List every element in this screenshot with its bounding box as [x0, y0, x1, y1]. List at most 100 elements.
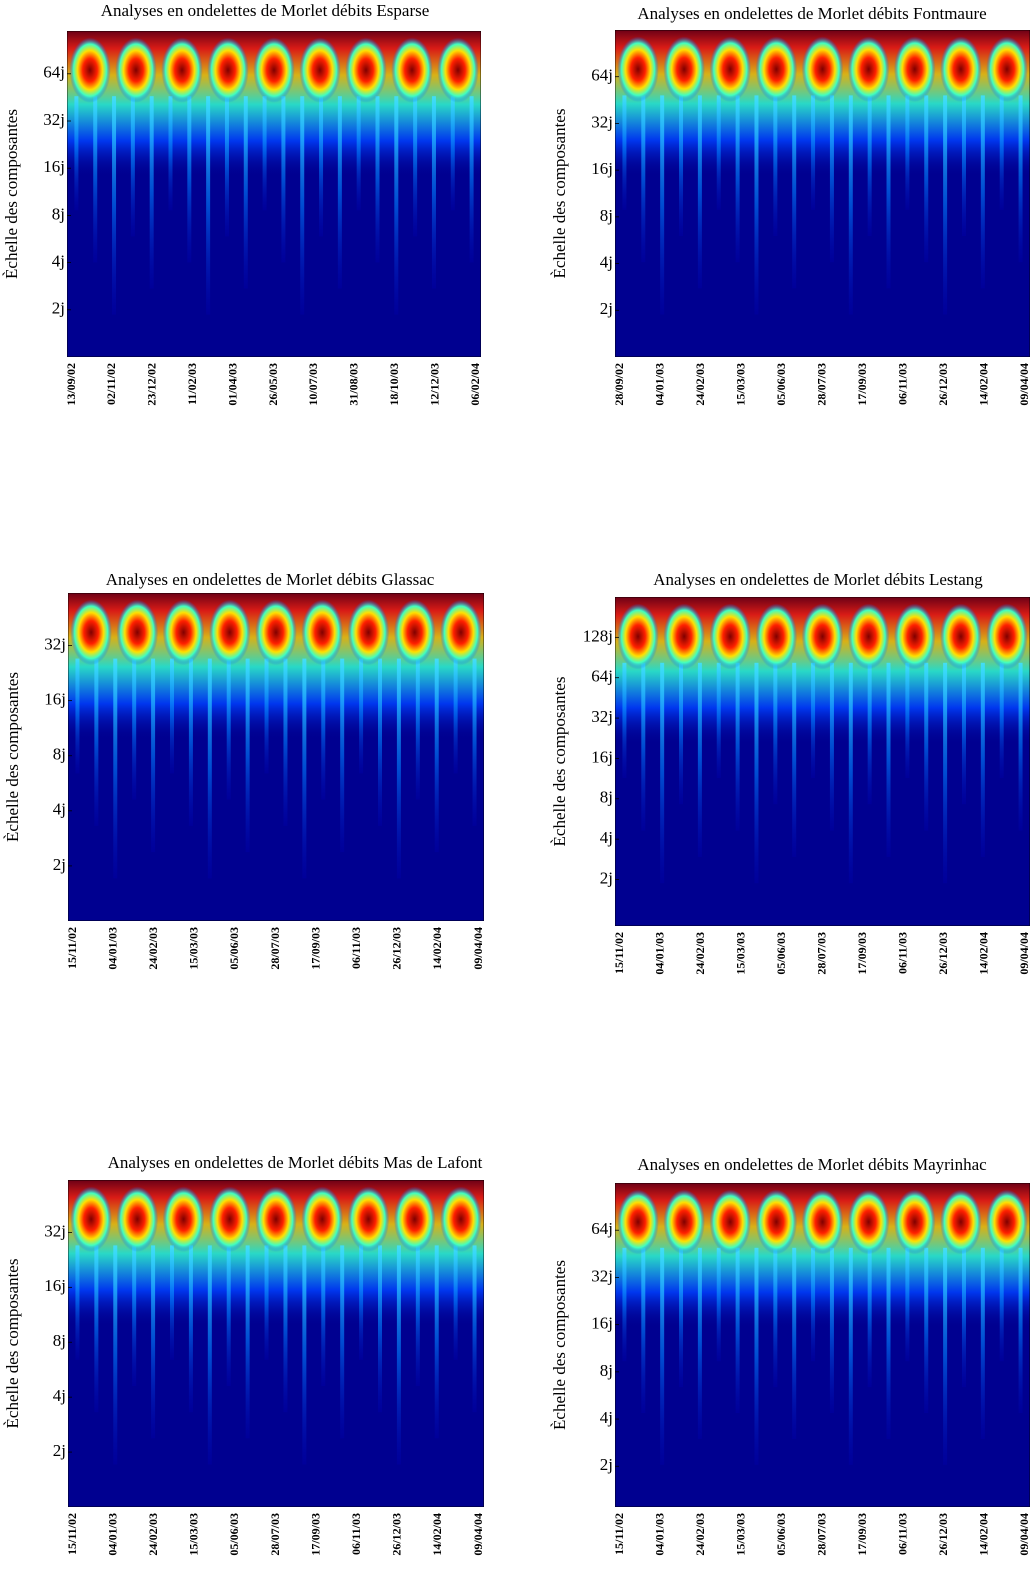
y-tick-label: 4j: [600, 1408, 613, 1427]
scalogram-streak: [245, 658, 250, 853]
x-tick-label: 24/02/03: [146, 1513, 160, 1556]
scalogram-streak: [735, 662, 740, 831]
scalogram-streak: [434, 1245, 439, 1439]
scalogram-streak: [660, 1247, 665, 1465]
x-tick-label: 24/02/03: [693, 932, 707, 975]
scalogram-blob: [161, 37, 203, 103]
y-tick-label: 2j: [600, 868, 613, 887]
scalogram-streak: [206, 96, 211, 315]
scalogram-streak: [243, 96, 248, 289]
scalogram-blob: [116, 1186, 159, 1252]
x-tick-label: 05/06/03: [227, 1513, 241, 1556]
x-tick-label: 26/12/03: [390, 1513, 404, 1556]
scalogram-blob: [253, 37, 295, 103]
scalogram-streak: [754, 95, 759, 315]
scalogram-streak: [792, 662, 797, 857]
chart-title: Analyses en ondelettes de Morlet débits …: [653, 570, 983, 589]
scalogram-streak: [450, 96, 455, 211]
x-tick-label: 06/11/03: [895, 363, 909, 405]
scalogram-streak: [281, 96, 286, 263]
scalogram-streak: [961, 662, 966, 805]
scalogram-streak: [453, 658, 458, 774]
scalogram-streak: [394, 96, 399, 315]
scalogram-streak: [187, 96, 192, 263]
scalogram-blob: [986, 36, 1028, 102]
scalogram-blob: [393, 599, 436, 666]
scalogram-streak: [151, 658, 156, 853]
x-tick-label: 17/09/03: [855, 1513, 869, 1556]
scalogram-blob: [755, 603, 798, 670]
scalogram-streak: [848, 95, 853, 315]
scalogram-blob: [162, 599, 205, 666]
x-tick-label: 24/02/03: [693, 363, 707, 406]
scalogram-streak: [300, 96, 305, 315]
scalogram-streak: [999, 95, 1004, 210]
scalogram-blob: [847, 36, 890, 102]
scalogram-streak: [735, 1247, 740, 1414]
scalogram-streak: [905, 95, 910, 210]
chart-panel: Analyses en ondelettes de Morlet débits …: [550, 1155, 1031, 1556]
y-tick-label: 32j: [591, 1266, 613, 1285]
y-tick-label: 64j: [43, 63, 65, 82]
y-tick-label: 32j: [43, 110, 65, 129]
x-tick-label: 14/02/04: [976, 363, 990, 406]
scalogram-streak: [1018, 95, 1023, 263]
scalogram-blob: [663, 603, 705, 670]
y-tick-label: 32j: [44, 634, 66, 653]
scalogram-streak: [469, 96, 474, 263]
x-tick-label: 09/04/04: [1017, 1513, 1031, 1556]
scalogram-streak: [1018, 1247, 1023, 1414]
scalogram-blob: [940, 1189, 982, 1255]
scalogram-streak: [754, 662, 759, 884]
scalogram-streak: [264, 658, 269, 774]
scalogram-streak: [924, 95, 929, 263]
y-axis-label: Èchelle des composantes: [550, 1260, 569, 1430]
scalogram-streak: [829, 1247, 834, 1414]
scalogram-streak: [848, 1247, 853, 1465]
y-tick-label: 4j: [53, 800, 66, 819]
y-tick-label: 8j: [53, 1331, 66, 1350]
x-tick-label: 14/02/04: [430, 1513, 444, 1556]
y-tick-label: 128j: [583, 626, 613, 645]
y-tick-label: 64j: [591, 66, 613, 85]
scalogram-streak: [697, 95, 702, 289]
scalogram-streak: [396, 658, 401, 879]
scalogram-blob: [440, 1186, 482, 1252]
scalogram-streak: [188, 1245, 193, 1413]
y-tick-label: 8j: [52, 204, 65, 223]
y-tick-label: 4j: [52, 252, 65, 271]
x-tick-label: 24/02/03: [693, 1513, 707, 1556]
scalogram-streak: [337, 96, 342, 289]
scalogram-streak: [283, 658, 288, 826]
chart-title: Analyses en ondelettes de Morlet débits …: [101, 1, 430, 20]
scalogram-streak: [924, 662, 929, 831]
y-axis-label: Èchelle des composantes: [3, 1259, 22, 1429]
x-tick-label: 04/01/03: [652, 363, 666, 406]
chart-panel: Analyses en ondelettes de Morlet débits …: [2, 1, 482, 406]
x-tick-label: 14/02/04: [976, 1513, 990, 1556]
scalogram-blob: [893, 36, 936, 102]
x-tick-label: 13/09/02: [64, 363, 78, 406]
scalogram-streak: [773, 95, 778, 237]
scalogram-blob: [437, 37, 479, 103]
scalogram-streak: [1018, 662, 1023, 831]
scalogram-blob: [391, 37, 433, 103]
x-tick-label: 09/04/04: [471, 927, 485, 970]
x-tick-label: 26/12/03: [936, 1513, 950, 1556]
scalogram-blob: [755, 36, 798, 102]
y-tick-label: 32j: [44, 1221, 66, 1240]
scalogram-streak: [980, 95, 985, 289]
y-tick-label: 32j: [591, 707, 613, 726]
scalogram-blob: [847, 603, 890, 670]
scalogram-streak: [262, 96, 267, 211]
scalogram-streak: [151, 1245, 156, 1439]
x-tick-label: 05/06/03: [774, 932, 788, 975]
chart-title: Analyses en ondelettes de Morlet débits …: [637, 4, 986, 23]
scalogram-blob: [663, 1189, 705, 1255]
scalogram-streak: [415, 1245, 420, 1387]
scalogram-streak: [94, 1245, 99, 1413]
scalogram-streak: [716, 662, 721, 778]
scalogram-streak: [811, 1247, 816, 1362]
x-tick-label: 31/08/03: [347, 363, 361, 406]
scalogram-blob: [115, 37, 157, 103]
